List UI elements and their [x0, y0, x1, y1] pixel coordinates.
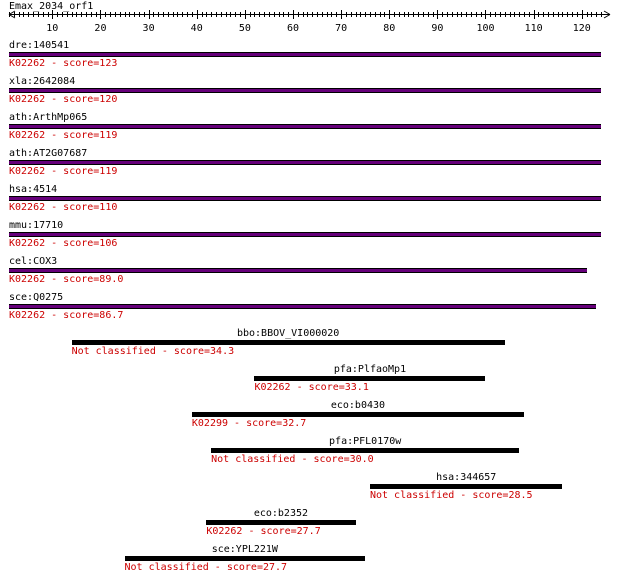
hit-gene-id[interactable]: hsa:4514 — [9, 184, 58, 195]
hit-alignment-bar[interactable] — [9, 304, 597, 309]
axis-tick-label: 110 — [525, 23, 543, 34]
hit-alignment-bar[interactable] — [211, 448, 520, 453]
axis-tick-label: 100 — [476, 23, 494, 34]
hit-annotation[interactable]: K02262 - score=119 — [9, 130, 118, 141]
hit-gene-id[interactable]: mmu:17710 — [9, 220, 64, 231]
hit-gene-id[interactable]: ath:AT2G07687 — [9, 148, 88, 159]
hit-annotation[interactable]: Not classified - score=34.3 — [71, 346, 235, 357]
hit-alignment-bar[interactable] — [191, 412, 524, 417]
hit-annotation[interactable]: K02262 - score=106 — [9, 238, 118, 249]
hit-gene-id[interactable]: ath:ArthMp065 — [9, 112, 88, 123]
hit-gene-id[interactable]: eco:b2352 — [253, 508, 309, 519]
hit-annotation[interactable]: Not classified - score=27.7 — [124, 562, 288, 573]
hit-gene-id[interactable]: cel:COX3 — [9, 256, 58, 267]
hit-annotation[interactable]: K02262 - score=110 — [9, 202, 118, 213]
hit-annotation[interactable]: K02262 - score=27.7 — [206, 526, 321, 537]
hit-gene-id[interactable]: dre:140541 — [9, 40, 70, 51]
axis-tick-label: 10 — [46, 23, 58, 34]
hit-alignment-bar[interactable] — [206, 520, 356, 525]
axis-tick-label: 120 — [573, 23, 591, 34]
hit-annotation[interactable]: K02262 - score=33.1 — [254, 382, 369, 393]
hit-gene-id[interactable]: pfa:PFL0170w — [329, 436, 402, 447]
hit-gene-id[interactable]: sce:Q0275 — [9, 292, 64, 303]
sequence-position-axis: 10 20 30 40 50 60 70 80 90 100 110 120 — [8, 10, 611, 34]
hit-annotation[interactable]: K02262 - score=120 — [9, 94, 118, 105]
hit-annotation[interactable]: Not classified - score=30.0 — [211, 454, 374, 465]
hit-alignment-bar[interactable] — [9, 88, 601, 93]
axis-tick-label: 90 — [431, 23, 443, 34]
hit-annotation[interactable]: K02299 - score=32.7 — [191, 418, 307, 429]
axis-tick-label: 30 — [143, 23, 155, 34]
axis-tick-label: 50 — [239, 23, 251, 34]
hit-gene-id[interactable]: bbo:BBOV_VI000020 — [236, 328, 340, 339]
hit-alignment-bar[interactable] — [9, 124, 601, 129]
hit-alignment-bar[interactable] — [71, 340, 505, 345]
hit-alignment-bar[interactable] — [254, 376, 486, 381]
hit-gene-id[interactable]: pfa:PlfaoMp1 — [333, 364, 407, 375]
hit-alignment-bar[interactable] — [9, 160, 601, 165]
hit-alignment-bar[interactable] — [124, 556, 366, 561]
axis-tick-label: 40 — [191, 23, 203, 34]
hit-alignment-bar[interactable] — [9, 232, 601, 237]
hit-alignment-bar[interactable] — [9, 196, 601, 201]
hit-annotation[interactable]: K02262 - score=86.7 — [9, 310, 124, 321]
axis-tick-label: 60 — [287, 23, 299, 34]
hit-annotation[interactable]: K02262 - score=119 — [9, 166, 118, 177]
hit-gene-id[interactable]: hsa:344657 — [436, 472, 497, 483]
axis-arrow-right — [603, 10, 611, 19]
query-title: Emax_2034_orf1 — [9, 1, 94, 12]
hit-gene-id[interactable]: sce:YPL221W — [211, 544, 278, 555]
hit-annotation[interactable]: K02262 - score=89.0 — [9, 274, 124, 285]
hit-alignment-bar[interactable] — [9, 52, 601, 57]
axis-tick-label: 70 — [335, 23, 347, 34]
hit-annotation[interactable]: Not classified - score=28.5 — [369, 490, 533, 501]
axis-tick-label: 20 — [94, 23, 106, 34]
hit-alignment-bar[interactable] — [369, 484, 563, 489]
hit-alignment-bar[interactable] — [9, 268, 587, 273]
hit-gene-id[interactable]: xla:2642084 — [9, 76, 76, 87]
hit-annotation[interactable]: K02262 - score=123 — [9, 58, 118, 69]
axis-tick-label: 80 — [383, 23, 395, 34]
hit-gene-id[interactable]: eco:b0430 — [330, 400, 386, 411]
